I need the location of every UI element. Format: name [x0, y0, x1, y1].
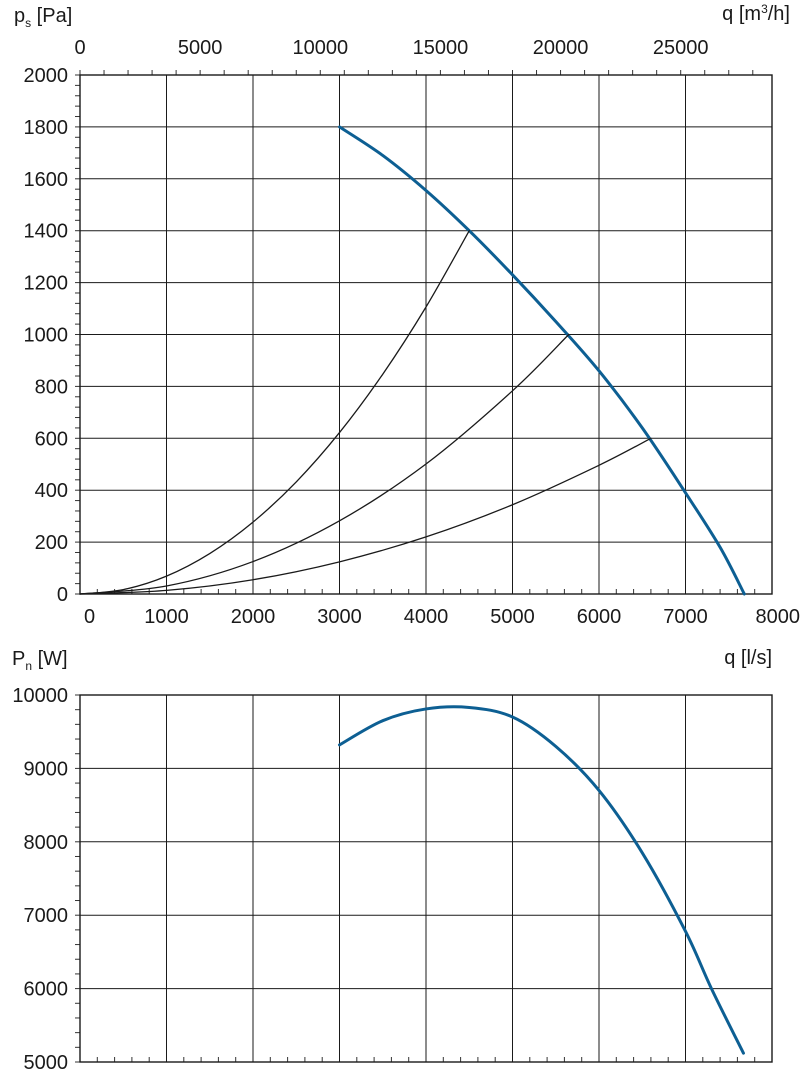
y-axis-title: Pn [W] [12, 648, 68, 673]
x-tick-label: 7000 [663, 606, 708, 628]
y-tick-label: 9000 [24, 758, 69, 780]
x-axis-title: q [l/s] [724, 647, 772, 669]
y-tick-label: 600 [35, 428, 68, 450]
y-axis-title-unit: [W] [32, 648, 68, 670]
x2-tick-label: 20000 [533, 37, 589, 59]
y-tick-label: 1200 [24, 273, 69, 295]
y-tick-label: 6000 [24, 979, 69, 1001]
x-tick-label: 8000 [756, 606, 800, 628]
x2-axis-title-start: q [m [722, 3, 761, 25]
y-axis-title-base: P [12, 648, 25, 670]
x-tick-label: 1000 [144, 606, 189, 628]
x2-tick-label: 0 [74, 37, 85, 59]
y-tick-label: 800 [35, 376, 68, 398]
x-tick-label: 6000 [577, 606, 622, 628]
y-tick-label: 10000 [12, 685, 68, 707]
x2-axis-title: q [m3/h] [722, 2, 790, 25]
y-tick-label: 1000 [24, 325, 69, 347]
x2-tick-label: 10000 [292, 37, 348, 59]
x2-tick-label: 15000 [413, 37, 469, 59]
y-tick-label: 1800 [24, 117, 69, 139]
y-tick-label: 1600 [24, 169, 69, 191]
y-tick-label: 8000 [24, 832, 69, 854]
power-chart: 5000 6000 7000 8000 9000 10000 Pn [W] [12, 648, 772, 1072]
y-tick-label: 7000 [24, 905, 69, 927]
x-tick-label: 4000 [404, 606, 449, 628]
y-tick-label: 5000 [24, 1052, 69, 1072]
system-curve-line-1 [80, 231, 469, 594]
power-curve-line-0 [340, 707, 744, 1053]
y-tick-label: 0 [57, 584, 68, 606]
y-axis-title-unit: [Pa] [31, 5, 72, 27]
y-tick-label: 200 [35, 532, 68, 554]
x2-tick-label: 5000 [178, 37, 223, 59]
y-tick-label: 400 [35, 480, 68, 502]
y-tick-label: 2000 [24, 65, 69, 87]
x-tick-label: 0 [84, 606, 95, 628]
fan-curve-line-0 [340, 127, 745, 594]
y-axis-title-sub: n [25, 659, 32, 673]
y-axis-title-base: p [14, 5, 25, 27]
x-tick-label: 2000 [231, 606, 276, 628]
x-tick-label: 5000 [490, 606, 535, 628]
x2-axis-title-end: /h] [768, 3, 790, 25]
y-axis-title: ps [Pa] [14, 5, 72, 30]
x2-tick-label: 25000 [653, 37, 709, 59]
y-tick-label: 1400 [24, 221, 69, 243]
x-tick-label: 3000 [317, 606, 362, 628]
system-curve-line-2 [80, 335, 569, 595]
system-curve-line-3 [80, 438, 651, 594]
